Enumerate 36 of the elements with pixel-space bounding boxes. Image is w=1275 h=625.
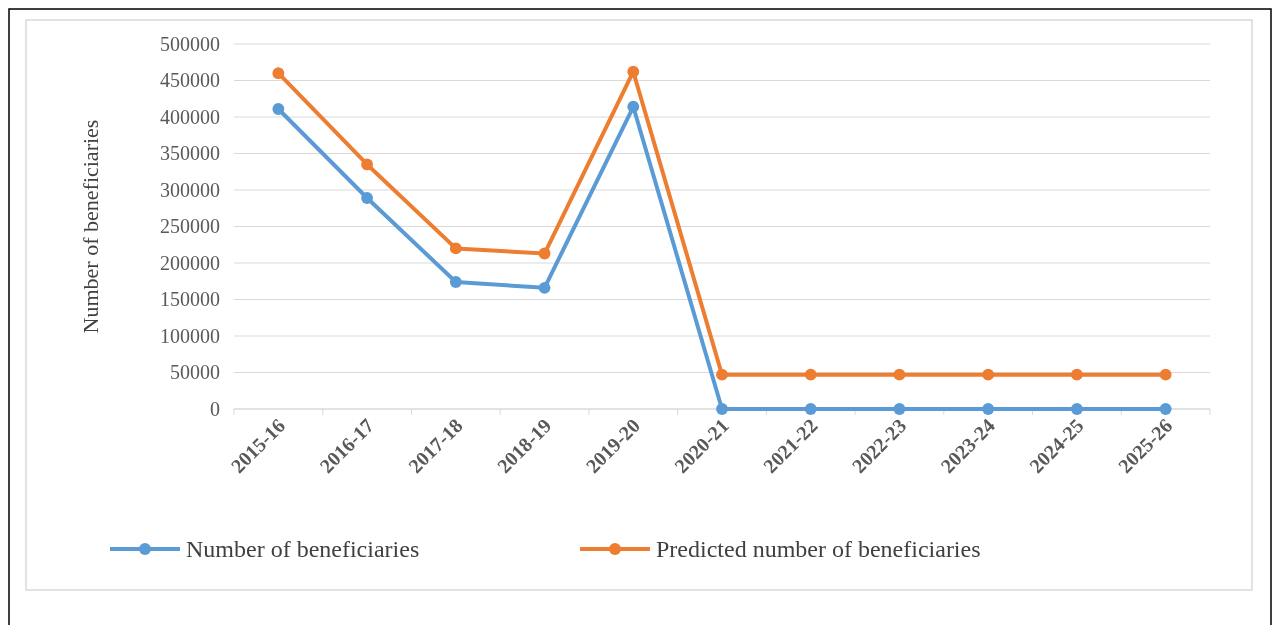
point: [1070, 368, 1083, 381]
y-tick-label: 500000: [160, 32, 220, 55]
point: [804, 403, 817, 415]
y-tick-label: 200000: [160, 251, 220, 274]
point: [1159, 368, 1172, 381]
point: [272, 67, 285, 80]
y-tick-label: 350000: [160, 142, 220, 165]
y-axis-title: Number of beneficiaries: [78, 119, 103, 334]
point: [982, 368, 995, 381]
point: [627, 100, 640, 113]
y-tick-label: 150000: [160, 288, 220, 311]
point: [627, 65, 640, 78]
point: [716, 368, 728, 381]
legend-label: Predicted number of beneficiaries: [656, 536, 981, 562]
point: [716, 403, 728, 415]
y-tick-label: 250000: [160, 215, 220, 238]
point: [361, 192, 374, 204]
point: [1159, 403, 1172, 415]
point: [361, 158, 374, 171]
point: [804, 368, 817, 381]
point: [449, 276, 462, 288]
point: [1070, 403, 1083, 415]
y-tick-label: 0: [210, 397, 220, 420]
point: [893, 403, 906, 415]
legend-label: Number of beneficiaries: [186, 536, 420, 562]
y-tick-label: 100000: [160, 324, 220, 347]
y-tick-label: 400000: [160, 105, 220, 128]
point: [538, 247, 551, 260]
point: [893, 368, 906, 381]
point: [449, 242, 462, 255]
point: [982, 403, 995, 415]
point: [538, 281, 551, 294]
y-tick-label: 50000: [170, 361, 220, 384]
y-tick-label: 450000: [160, 69, 220, 92]
point: [272, 103, 285, 115]
y-tick-label: 300000: [160, 178, 220, 201]
